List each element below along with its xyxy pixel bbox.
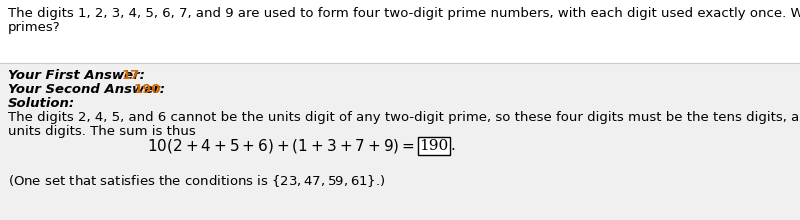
Text: primes?: primes? (8, 21, 61, 34)
Text: $10(2+4+5+6)+(1+3+7+9)=$: $10(2+4+5+6)+(1+3+7+9)=$ (147, 137, 415, 155)
Text: (One set that satisfies the conditions is $\{23, 47, 59, 61\}$.): (One set that satisfies the conditions i… (8, 173, 386, 189)
Text: Solution:: Solution: (8, 97, 75, 110)
FancyBboxPatch shape (0, 0, 800, 63)
Text: The digits 2, 4, 5, and 6 cannot be the units digit of any two-digit prime, so t: The digits 2, 4, 5, and 6 cannot be the … (8, 111, 800, 124)
FancyBboxPatch shape (418, 137, 450, 155)
Text: .: . (451, 139, 456, 153)
Text: The digits 1, 2, 3, 4, 5, 6, 7, and 9 are used to form four two-digit prime numb: The digits 1, 2, 3, 4, 5, 6, 7, and 9 ar… (8, 7, 800, 20)
Text: Your First Answer:: Your First Answer: (8, 69, 150, 82)
Text: units digits. The sum is thus: units digits. The sum is thus (8, 125, 196, 138)
Text: 190: 190 (134, 83, 162, 96)
Text: Your Second Answer:: Your Second Answer: (8, 83, 170, 96)
Text: 17: 17 (122, 69, 140, 82)
Text: 190: 190 (419, 139, 449, 153)
